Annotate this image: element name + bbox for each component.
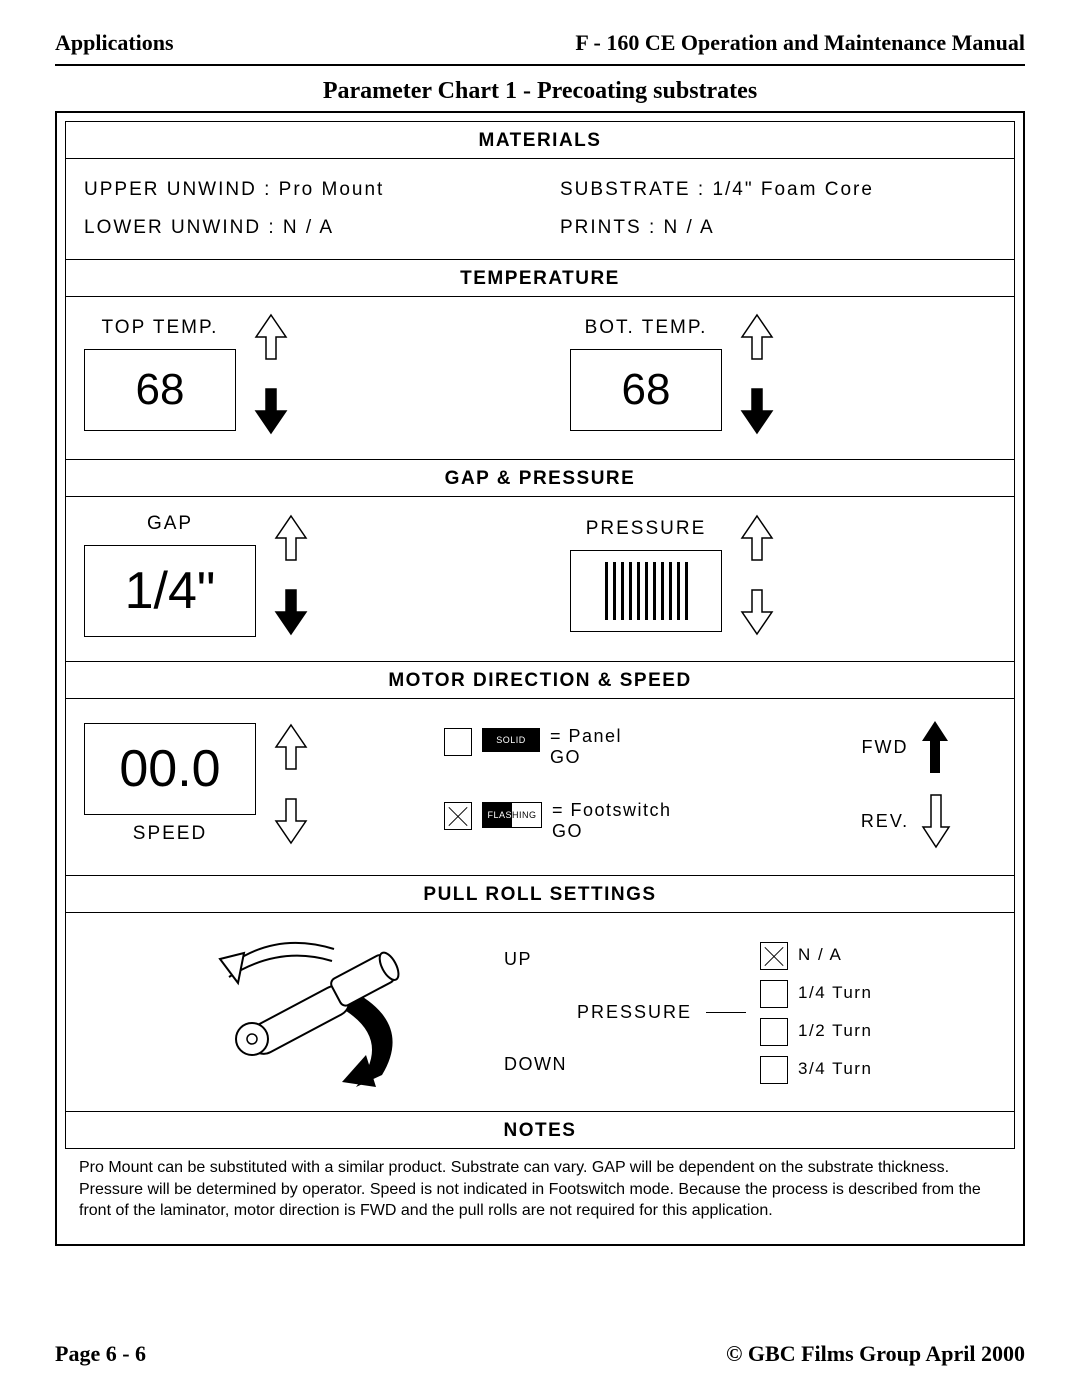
materials-body: UPPER UNWIND : Pro Mount SUBSTRATE : 1/4… xyxy=(66,159,1014,259)
pressure-bars-icon xyxy=(605,562,688,620)
crank-handle-icon xyxy=(124,927,464,1097)
inner-box: MATERIALS UPPER UNWIND : Pro Mount SUBST… xyxy=(65,121,1015,1149)
arrow-up-icon xyxy=(274,514,308,562)
bot-temp-value: 68 xyxy=(570,349,722,431)
gap-value: 1/4" xyxy=(84,545,256,637)
opt-half: 1/2 Turn xyxy=(798,1021,872,1041)
rev-label: REV. xyxy=(861,811,909,832)
arrow-up-icon xyxy=(274,723,308,771)
opt-three-quarter: 3/4 Turn xyxy=(798,1059,872,1079)
notes-header: NOTES xyxy=(66,1112,1014,1148)
panel-go-row: SOLID = Panel GO xyxy=(444,726,816,768)
panel-go-text: = Panel GO xyxy=(550,726,622,768)
motor-header: MOTOR DIRECTION & SPEED xyxy=(66,662,1014,699)
top-temp-value: 68 xyxy=(84,349,236,431)
notes-text: Pro Mount can be substituted with a simi… xyxy=(65,1149,1015,1236)
pull-pressure-label: PRESSURE xyxy=(577,1002,692,1023)
solid-badge: SOLID xyxy=(482,728,540,752)
pressure-value xyxy=(570,550,722,632)
connector-line xyxy=(706,1012,746,1013)
footswitch-go-row: FLASHING = Footswitch GO xyxy=(444,800,816,842)
header-rule xyxy=(55,64,1025,66)
checkbox-cross-icon xyxy=(444,802,472,830)
footer-right: © GBC Films Group April 2000 xyxy=(726,1341,1025,1367)
opt-na: N / A xyxy=(798,945,842,965)
temperature-body: TOP TEMP. 68 BOT. TEMP. 68 xyxy=(66,297,1014,459)
checkbox-icon xyxy=(760,1056,788,1084)
opt-quarter: 1/4 Turn xyxy=(798,983,872,1003)
upper-unwind: UPPER UNWIND : Pro Mount xyxy=(84,171,520,209)
fwd-label: FWD xyxy=(862,737,909,758)
page: Applications F - 160 CE Operation and Ma… xyxy=(0,0,1080,1397)
checkbox-icon xyxy=(760,1018,788,1046)
pressure-options: N / A 1/4 Turn 1/2 Turn 3/4 Turn xyxy=(760,940,872,1084)
footer-left: Page 6 - 6 xyxy=(55,1341,146,1367)
pull-down-label: DOWN xyxy=(504,1054,567,1075)
top-temp-label: TOP TEMP. xyxy=(102,317,219,339)
arrow-down-outline-icon xyxy=(921,793,951,849)
gap-pressure-body: GAP 1/4" PRESSURE xyxy=(66,497,1014,661)
pressure-label: PRESSURE xyxy=(586,518,707,540)
substrate: SUBSTRATE : 1/4" Foam Core xyxy=(520,171,996,209)
lower-unwind: LOWER UNWIND : N / A xyxy=(84,209,520,247)
bottom-footer: Page 6 - 6 © GBC Films Group April 2000 xyxy=(55,1341,1025,1367)
gap-pressure-header: GAP & PRESSURE xyxy=(66,460,1014,497)
motor-body: 00.0 SPEED SOLID = Panel GO xyxy=(66,699,1014,875)
chart-title: Parameter Chart 1 - Precoating substrate… xyxy=(55,78,1025,105)
gap-label: GAP xyxy=(147,513,193,535)
arrow-up-solid-icon xyxy=(920,719,950,775)
flashing-badge: FLASHING xyxy=(482,802,542,828)
header-left: Applications xyxy=(55,30,174,56)
arrow-down-icon xyxy=(254,387,288,435)
checkbox-icon xyxy=(444,728,472,756)
header-right: F - 160 CE Operation and Maintenance Man… xyxy=(575,30,1025,56)
speed-label: SPEED xyxy=(133,823,207,845)
speed-value: 00.0 xyxy=(84,723,256,815)
top-header: Applications F - 160 CE Operation and Ma… xyxy=(55,30,1025,62)
bot-temp-label: BOT. TEMP. xyxy=(585,317,708,339)
pull-header: PULL ROLL SETTINGS xyxy=(66,876,1014,913)
temperature-header: TEMPERATURE xyxy=(66,260,1014,297)
arrow-down-icon xyxy=(274,797,308,845)
pull-body: UP DOWN PRESSURE N / A 1/4 Turn 1/2 Turn… xyxy=(66,913,1014,1111)
materials-header: MATERIALS xyxy=(66,122,1014,159)
arrow-down-icon xyxy=(740,387,774,435)
footswitch-go-text: = Footswitch GO xyxy=(552,800,672,842)
arrow-up-icon xyxy=(740,313,774,361)
pull-up-label: UP xyxy=(504,949,532,970)
outer-box: MATERIALS UPPER UNWIND : Pro Mount SUBST… xyxy=(55,111,1025,1246)
checkbox-icon xyxy=(760,980,788,1008)
arrow-up-icon xyxy=(740,514,774,562)
arrow-up-icon xyxy=(254,313,288,361)
prints: PRINTS : N / A xyxy=(520,209,996,247)
arrow-down-icon xyxy=(274,588,308,636)
checkbox-cross-icon xyxy=(760,942,788,970)
arrow-down-icon xyxy=(740,588,774,636)
